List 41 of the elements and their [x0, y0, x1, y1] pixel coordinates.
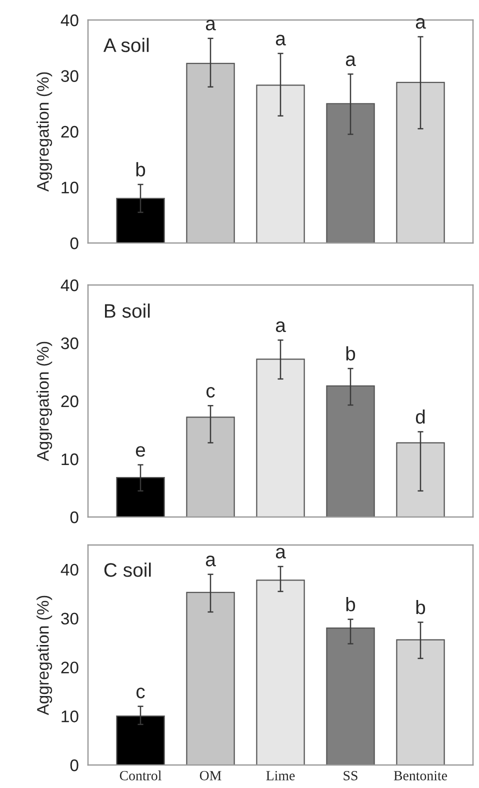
annotation: B soil: [104, 304, 150, 318]
y-axis-title: Aggregation (%): [36, 342, 52, 462]
y-tick-label: 30: [61, 70, 78, 82]
annotation: a: [276, 548, 286, 558]
x-tick-label: Lime: [266, 770, 295, 780]
annotation: a: [346, 55, 356, 66]
annotation: b: [416, 600, 426, 614]
x-tick-label: OM: [200, 770, 222, 780]
y-tick-label: 0: [70, 759, 78, 772]
y-axis-title: Aggregation (%): [36, 72, 52, 192]
annotation: A soil: [103, 38, 149, 52]
y-tick-label: 30: [61, 337, 78, 350]
x-tick-label: SS: [344, 770, 358, 780]
x-tick-label: Bentonite: [394, 770, 448, 780]
annotation: b: [346, 346, 356, 361]
y-tick-label: 0: [70, 511, 78, 524]
annotation: a: [276, 34, 286, 46]
x-tick-label: Control: [120, 770, 162, 780]
y-axis-title: Aggregation (%): [36, 596, 52, 716]
y-tick-label: 40: [60, 564, 78, 576]
y-tick-label: 20: [61, 126, 78, 138]
annotation: d: [416, 409, 425, 424]
y-tick-label: 10: [62, 182, 78, 194]
y-tick-label: 10: [62, 710, 78, 722]
y-tick-label: 20: [61, 395, 78, 408]
annotation: a: [416, 18, 426, 29]
y-tick-label: 10: [62, 453, 78, 466]
annotation: C soil: [104, 562, 151, 577]
y-tick-label: 0: [70, 237, 78, 250]
annotation: c: [206, 386, 215, 398]
annotation: b: [136, 162, 146, 176]
y-tick-label: 40: [60, 279, 78, 292]
annotation: b: [346, 597, 356, 612]
annotation: a: [276, 321, 286, 332]
annotation: e: [136, 446, 146, 457]
annotation: a: [206, 556, 216, 566]
y-tick-label: 40: [60, 14, 78, 26]
y-tick-label: 20: [61, 662, 78, 674]
y-tick-label: 30: [61, 612, 78, 625]
annotation: a: [206, 20, 216, 30]
annotation: c: [136, 688, 145, 698]
